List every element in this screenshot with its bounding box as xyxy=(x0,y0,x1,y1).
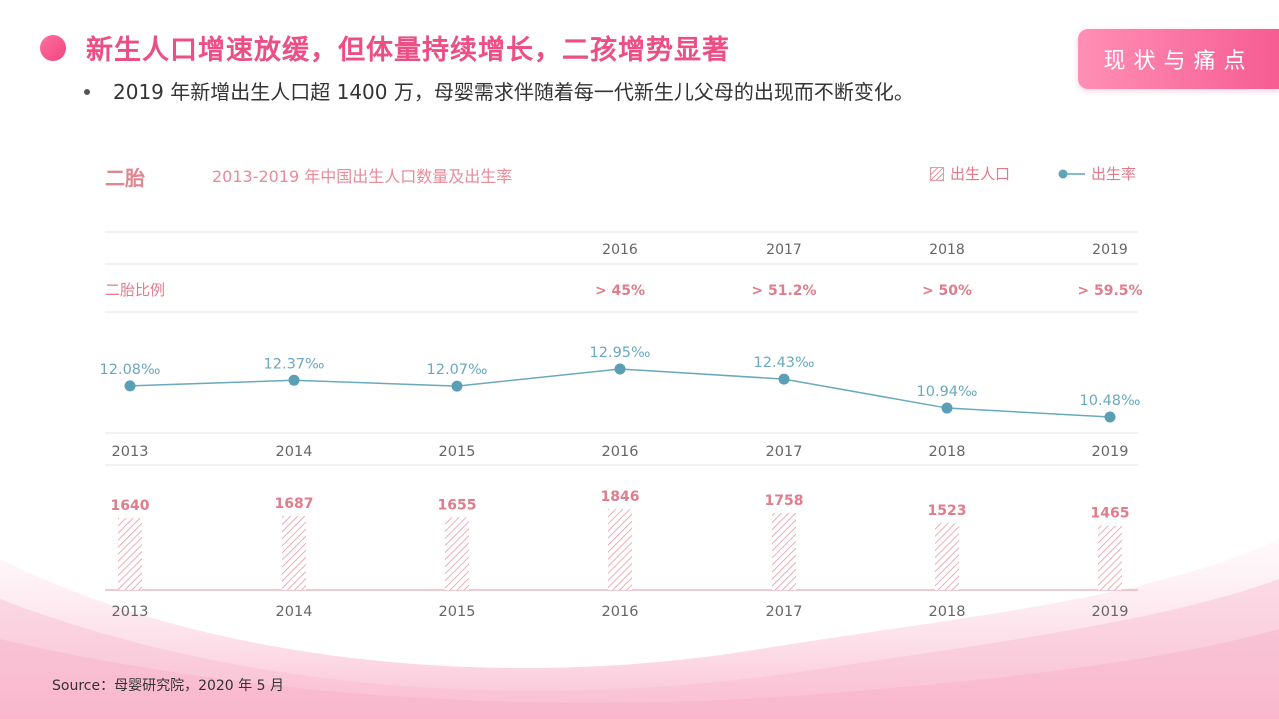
hatch-swatch-icon xyxy=(930,166,944,181)
rate-point xyxy=(614,363,626,375)
births-data-label: 1523 xyxy=(928,503,967,519)
rate-point xyxy=(941,402,953,414)
births-x-tick-label: 2018 xyxy=(929,604,966,620)
births-bar xyxy=(282,515,306,590)
rate-x-tick-label: 2019 xyxy=(1092,444,1129,460)
chart-title: 2013-2019 年中国出生人口数量及出生率 xyxy=(212,167,513,186)
second-child-ratio-value: > 50% xyxy=(922,283,972,299)
chart-tag-label: 二胎 xyxy=(105,166,145,190)
table-year-label: 2019 xyxy=(1092,242,1128,258)
rate-data-label: 12.08‰ xyxy=(100,362,161,378)
births-bar xyxy=(445,517,469,590)
legend-rate-label: 出生率 xyxy=(1091,165,1137,183)
births-x-tick-label: 2015 xyxy=(439,604,476,620)
second-child-ratio-value: > 51.2% xyxy=(751,283,816,299)
births-data-label: 1687 xyxy=(275,496,314,512)
rate-x-tick-label: 2015 xyxy=(439,444,476,460)
rate-x-tick-label: 2018 xyxy=(929,444,966,460)
page-title: 新生人口增速放缓，但体量持续增长，二孩增势显著 xyxy=(86,35,730,66)
births-data-label: 1758 xyxy=(765,493,804,509)
births-bar xyxy=(608,509,632,590)
births-data-label: 1655 xyxy=(438,497,477,513)
rate-point xyxy=(778,373,790,385)
bullet-text: 2019 年新增出生人口超 1400 万，母婴需求伴随着每一代新生儿父母的出现而… xyxy=(113,80,914,104)
rate-x-tick-label: 2016 xyxy=(602,444,639,460)
rate-data-label: 10.94‰ xyxy=(917,384,978,400)
births-bar xyxy=(935,523,959,590)
rate-data-label: 12.07‰ xyxy=(427,362,488,378)
table-year-label: 2017 xyxy=(766,242,802,258)
rate-x-tick-label: 2017 xyxy=(766,444,803,460)
rate-data-label: 12.95‰ xyxy=(590,345,651,361)
births-data-label: 1640 xyxy=(111,498,150,514)
rate-point xyxy=(1104,411,1116,423)
second-child-ratio-value: > 45% xyxy=(595,283,645,299)
births-data-label: 1465 xyxy=(1091,506,1130,522)
births-x-tick-label: 2016 xyxy=(602,604,639,620)
bullet-icon xyxy=(84,89,90,95)
rate-x-tick-label: 2014 xyxy=(276,444,313,460)
births-x-tick-label: 2019 xyxy=(1092,604,1129,620)
births-bar xyxy=(1098,525,1122,590)
second-child-row-label: 二胎比例 xyxy=(105,281,165,299)
births-x-tick-label: 2014 xyxy=(276,604,313,620)
rate-data-label: 12.37‰ xyxy=(264,356,325,372)
source-note: Source：母婴研究院，2020 年 5 月 xyxy=(52,678,284,694)
births-x-tick-label: 2013 xyxy=(112,604,149,620)
line-dot-icon xyxy=(1058,169,1085,178)
births-bar xyxy=(118,518,142,590)
legend-births-label: 出生人口 xyxy=(950,165,1011,183)
rate-point xyxy=(124,380,136,392)
births-x-tick-label: 2017 xyxy=(766,604,803,620)
births-bar xyxy=(772,512,796,590)
rate-x-tick-label: 2013 xyxy=(112,444,149,460)
legend-births: 出生人口 xyxy=(930,163,1010,184)
rate-data-label: 10.48‰ xyxy=(1080,393,1141,409)
background-wave xyxy=(0,539,1279,719)
title-bullet-icon xyxy=(40,35,66,61)
table-year-label: 2016 xyxy=(602,242,638,258)
rate-point xyxy=(288,374,300,386)
table-year-label: 2018 xyxy=(929,242,965,258)
rate-data-label: 12.43‰ xyxy=(754,355,815,371)
rate-point xyxy=(451,380,463,392)
births-data-label: 1846 xyxy=(601,489,640,505)
second-child-ratio-value: > 59.5% xyxy=(1077,283,1142,299)
legend-rate: 出生率 xyxy=(1057,163,1136,184)
section-badge: 现状与痛点 xyxy=(1078,29,1279,89)
